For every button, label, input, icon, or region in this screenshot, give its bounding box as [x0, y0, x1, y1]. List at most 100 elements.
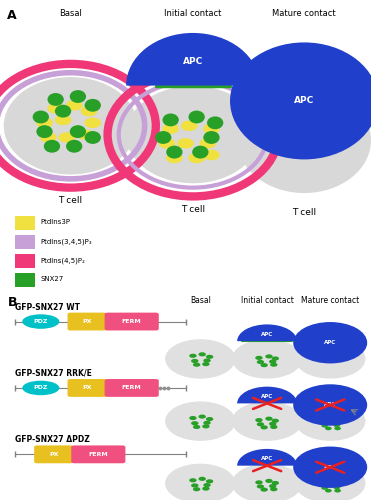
Circle shape [206, 479, 213, 484]
Circle shape [329, 482, 335, 486]
Circle shape [321, 424, 328, 428]
Circle shape [189, 416, 197, 420]
Ellipse shape [177, 138, 194, 148]
Circle shape [295, 464, 365, 500]
Circle shape [193, 362, 200, 367]
Text: FERM: FERM [122, 386, 142, 390]
Circle shape [345, 102, 360, 114]
Circle shape [337, 348, 344, 352]
Circle shape [331, 113, 344, 124]
Circle shape [232, 464, 302, 500]
Text: Initial contact: Initial contact [241, 296, 293, 304]
Wedge shape [237, 324, 297, 341]
Circle shape [207, 116, 223, 130]
Text: APC: APC [324, 402, 336, 407]
Ellipse shape [47, 103, 64, 114]
Circle shape [321, 486, 328, 490]
Circle shape [191, 484, 198, 488]
Circle shape [193, 487, 200, 492]
Circle shape [293, 446, 367, 488]
Circle shape [288, 116, 301, 127]
Circle shape [191, 359, 198, 363]
Text: PtdIns(3,4,5)P₃: PtdIns(3,4,5)P₃ [40, 238, 92, 244]
Circle shape [165, 464, 236, 500]
Circle shape [36, 125, 53, 138]
Circle shape [203, 420, 211, 425]
Circle shape [325, 426, 332, 430]
Circle shape [334, 424, 340, 427]
Ellipse shape [81, 106, 97, 117]
Circle shape [191, 421, 198, 426]
Circle shape [193, 425, 200, 429]
Circle shape [269, 484, 276, 488]
Circle shape [269, 422, 276, 426]
Text: PX: PX [82, 319, 92, 324]
Text: GFP-SNX27 RRK/E: GFP-SNX27 RRK/E [15, 369, 92, 378]
Text: FERM: FERM [122, 319, 142, 324]
Circle shape [189, 478, 197, 482]
Circle shape [260, 363, 268, 367]
Circle shape [255, 356, 263, 360]
Circle shape [265, 416, 273, 420]
Circle shape [356, 100, 369, 110]
FancyBboxPatch shape [15, 216, 35, 230]
Circle shape [260, 488, 268, 492]
Circle shape [192, 146, 209, 158]
Circle shape [335, 483, 342, 487]
Circle shape [206, 355, 213, 359]
Circle shape [293, 384, 367, 426]
Text: A: A [7, 9, 17, 22]
FancyBboxPatch shape [71, 446, 125, 464]
Circle shape [272, 481, 279, 485]
Circle shape [255, 480, 263, 484]
Circle shape [255, 418, 263, 422]
Text: T cell: T cell [58, 196, 83, 205]
Circle shape [326, 110, 341, 122]
Circle shape [256, 102, 270, 114]
Ellipse shape [323, 114, 337, 123]
Text: Initial contact: Initial contact [164, 9, 221, 18]
Circle shape [257, 360, 264, 364]
Text: APC: APC [324, 464, 336, 469]
Circle shape [47, 93, 64, 106]
Circle shape [310, 116, 324, 126]
Circle shape [70, 125, 86, 138]
Circle shape [55, 104, 71, 118]
FancyBboxPatch shape [68, 312, 107, 330]
Circle shape [269, 360, 276, 364]
Ellipse shape [166, 152, 183, 163]
Circle shape [267, 114, 280, 124]
Circle shape [250, 108, 263, 119]
FancyBboxPatch shape [34, 446, 73, 464]
Circle shape [295, 339, 365, 378]
Text: APC: APC [294, 96, 314, 106]
Ellipse shape [59, 132, 75, 142]
Circle shape [189, 354, 197, 358]
Text: GFP-SNX27 WT: GFP-SNX27 WT [15, 302, 80, 312]
FancyBboxPatch shape [105, 379, 159, 397]
Text: APC: APC [261, 456, 273, 462]
Circle shape [329, 420, 335, 424]
Text: PX: PX [82, 386, 92, 390]
Circle shape [230, 42, 371, 160]
Circle shape [202, 424, 210, 428]
Circle shape [301, 112, 315, 124]
Circle shape [272, 418, 279, 423]
Circle shape [202, 362, 210, 366]
Circle shape [66, 140, 82, 152]
Circle shape [293, 322, 367, 364]
Circle shape [317, 348, 324, 352]
Ellipse shape [126, 86, 260, 184]
Circle shape [165, 402, 236, 441]
Circle shape [203, 358, 211, 362]
Circle shape [319, 420, 325, 424]
Text: APC: APC [324, 340, 336, 345]
Text: PDZ: PDZ [34, 319, 48, 324]
Circle shape [334, 486, 340, 490]
Ellipse shape [271, 114, 285, 123]
Ellipse shape [66, 100, 83, 110]
Text: APC: APC [183, 58, 203, 66]
Ellipse shape [203, 124, 220, 134]
Circle shape [265, 479, 273, 483]
Circle shape [270, 362, 278, 367]
